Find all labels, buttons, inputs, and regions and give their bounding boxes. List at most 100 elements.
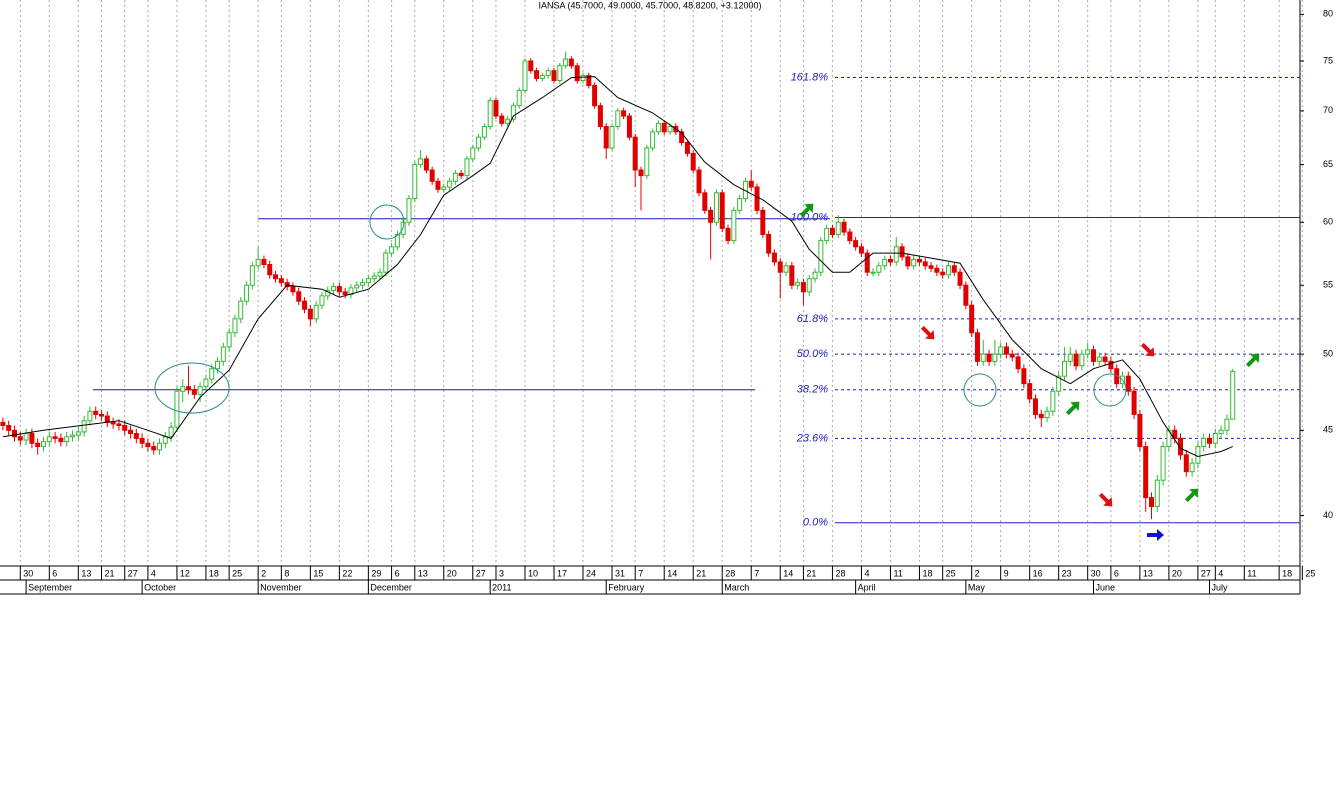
candle-body — [93, 410, 99, 415]
x-tick-label: 7 — [754, 568, 759, 578]
candle-body — [191, 389, 197, 395]
x-tick-label: 18 — [922, 568, 932, 578]
candle-body — [1108, 360, 1114, 370]
candle-body — [365, 278, 371, 284]
candle-body — [447, 180, 453, 188]
x-tick-label: 14 — [783, 568, 793, 578]
candle-body — [777, 261, 783, 273]
candle-body — [1067, 353, 1073, 362]
candle-body — [528, 60, 534, 72]
candle-body — [23, 433, 29, 441]
candle-body — [655, 122, 661, 133]
candle-body — [476, 136, 482, 149]
x-tick-label: 20 — [447, 568, 457, 578]
candle-body — [394, 233, 400, 248]
candle-body — [534, 70, 540, 80]
candle-body — [319, 295, 325, 306]
candle-body — [302, 300, 308, 310]
candle-body — [615, 110, 621, 128]
candle-body — [493, 100, 499, 117]
candle-body — [812, 271, 818, 280]
candle-body — [41, 441, 47, 448]
grid — [19, 0, 1303, 566]
candle-body — [928, 265, 934, 269]
candle-body — [725, 227, 731, 242]
fib-label: 38.2% — [797, 384, 828, 396]
x-tick-label: 21 — [696, 568, 706, 578]
candle-body — [754, 186, 760, 211]
arrow-up — [1065, 401, 1080, 416]
fib-label: 0.0% — [803, 517, 828, 529]
candle-body — [841, 221, 847, 233]
y-tick-label: 70 — [1323, 105, 1333, 115]
circle-marker — [963, 373, 997, 407]
candle-body — [748, 180, 754, 188]
candle-body — [267, 263, 273, 276]
month-label: October — [144, 582, 176, 592]
candle-body — [951, 265, 957, 273]
x-tick-label: 30 — [23, 568, 33, 578]
candle-body — [423, 158, 429, 171]
candle-body — [220, 346, 226, 362]
candle-body — [128, 429, 134, 435]
candle-body — [545, 70, 551, 77]
candle-body — [992, 353, 998, 362]
candle-body — [882, 258, 888, 267]
month-label: September — [28, 582, 72, 592]
candle-body — [162, 436, 168, 444]
x-tick-label: 25 — [946, 568, 956, 578]
candle-body — [696, 169, 702, 194]
candle-body — [1131, 390, 1137, 415]
candle-body — [174, 390, 180, 428]
candle-body — [104, 415, 110, 423]
x-tick-label: 8 — [284, 568, 289, 578]
candle-body — [331, 286, 337, 292]
candle-body — [464, 158, 470, 177]
candle-body — [470, 147, 476, 160]
candle-body — [789, 265, 795, 286]
candle-body — [1085, 349, 1091, 355]
plot: 161.8% 100.0% 61.8% 50.0% 38.2% 23.6% 0.0% — [0, 51, 1300, 529]
candle-body — [6, 425, 12, 431]
fib-label: 161.8% — [791, 71, 829, 83]
y-tick-label: 50 — [1323, 349, 1333, 359]
candle-body — [499, 115, 505, 124]
candle-body — [1003, 346, 1009, 355]
candle-body — [1061, 360, 1067, 377]
candle-body — [1044, 410, 1050, 419]
candle-body — [916, 258, 922, 263]
candle-body — [29, 433, 35, 444]
candle-body — [795, 282, 801, 286]
month-label: June — [1095, 582, 1115, 592]
x-tick-label: 10 — [528, 568, 538, 578]
candle-body — [551, 70, 557, 82]
candle-body — [52, 436, 58, 439]
candle-body — [1189, 462, 1195, 473]
candle-body — [719, 192, 725, 229]
circle-marker — [369, 204, 405, 240]
y-tick-label: 55 — [1323, 280, 1333, 290]
candle-body — [145, 442, 151, 448]
y-tick-label: 45 — [1323, 425, 1333, 435]
candle-body — [354, 284, 360, 289]
candle-body — [81, 420, 87, 433]
candle-body — [1212, 433, 1218, 444]
arrow-up — [799, 203, 814, 218]
x-tick-label: 6 — [1114, 568, 1119, 578]
candle-body — [406, 198, 412, 223]
x-tick-label: 13 — [418, 568, 428, 578]
candle-body — [969, 304, 975, 334]
candle-body — [563, 58, 569, 67]
arrow-up — [1245, 353, 1260, 368]
candle-body — [737, 198, 743, 211]
x-tick-label: 29 — [371, 568, 381, 578]
candle-body — [800, 282, 806, 293]
candle-body — [522, 60, 528, 91]
candle-body — [1195, 446, 1201, 464]
arrow-down — [1140, 342, 1155, 357]
candle-body — [342, 291, 348, 295]
x-tick-label: 16 — [1033, 568, 1043, 578]
candle-body — [360, 282, 366, 286]
